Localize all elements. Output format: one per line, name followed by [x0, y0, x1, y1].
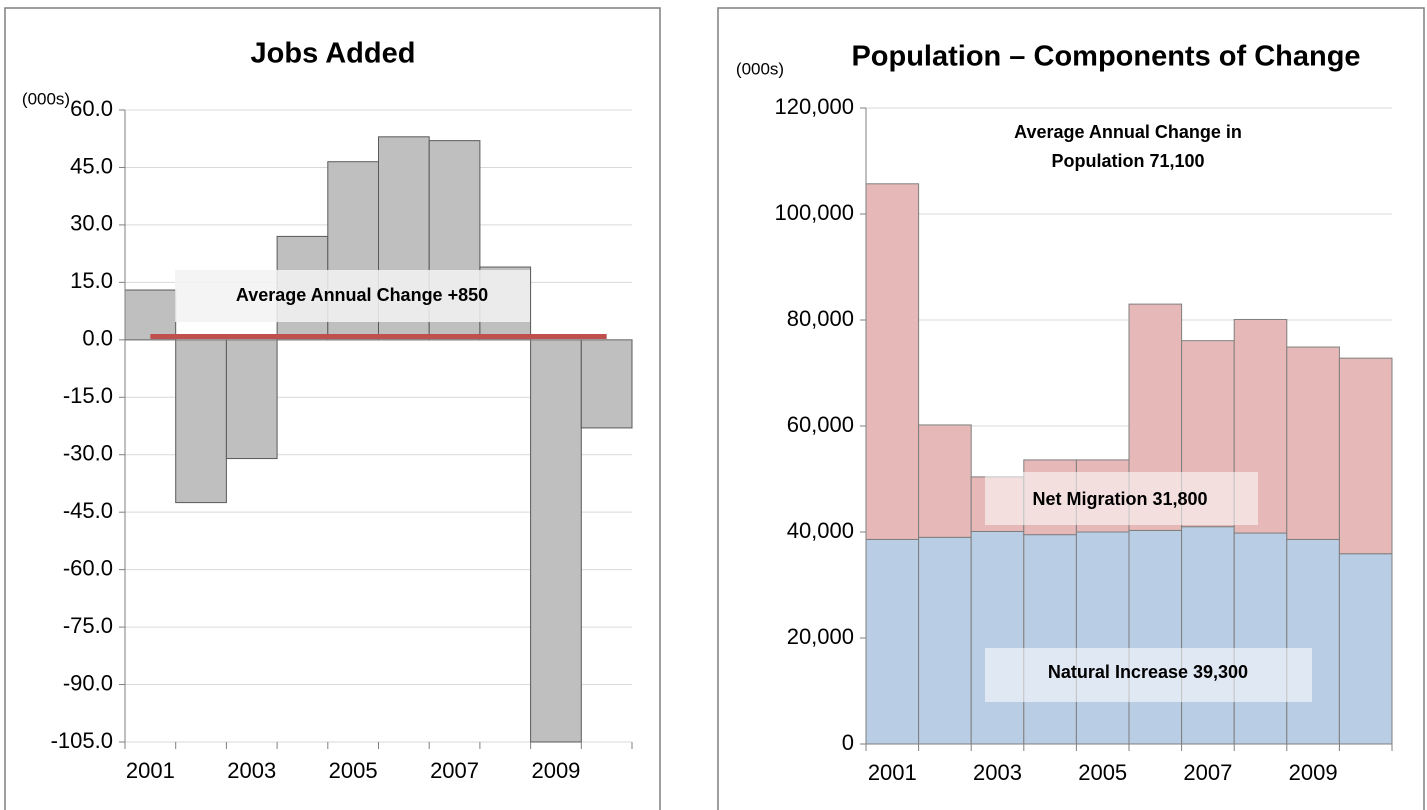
y-tick-label: -75.0: [63, 613, 113, 638]
x-tick-label: 2007: [430, 758, 479, 783]
y-tick-label: 100,000: [774, 200, 854, 225]
x-tick-label: 2009: [1289, 760, 1338, 785]
bar-segment: [1233, 532, 1288, 745]
y-tick-label: 15.0: [70, 268, 113, 293]
bar-segment: [865, 183, 920, 540]
bar: [124, 289, 177, 341]
y-tick-label: 40,000: [787, 518, 854, 543]
chart-title: Population – Components of Change: [851, 41, 1360, 73]
annotation-box: [175, 270, 530, 322]
y-tick-label: 45.0: [70, 153, 113, 178]
y-tick-label: 120,000: [774, 94, 854, 119]
x-tick-label: 2009: [531, 758, 580, 783]
x-tick-label: 2003: [227, 758, 276, 783]
x-tick-label: 2005: [1078, 760, 1127, 785]
bar: [225, 339, 278, 460]
annotation: Population 71,100: [1051, 151, 1204, 171]
y-tick-label: -90.0: [63, 670, 113, 695]
chart-title: Jobs Added: [251, 38, 416, 70]
y-tick-label: -45.0: [63, 498, 113, 523]
bar-segment: [1128, 529, 1183, 745]
bar-segment: [918, 424, 972, 538]
bar-segment: [970, 530, 1025, 745]
bar-segment: [918, 536, 972, 745]
bar-segment: [1286, 346, 1340, 540]
y-tick-label: 30.0: [70, 211, 113, 236]
y-tick-label: 20,000: [787, 624, 854, 649]
annotation-box: [985, 648, 1312, 702]
bar-segment: [1338, 553, 1393, 745]
y-tick-label: 60,000: [787, 412, 854, 437]
bar-segment: [865, 538, 920, 745]
x-tick-label: 2001: [126, 758, 175, 783]
annotation: Net Migration 31,800: [1032, 489, 1207, 509]
y-tick-label: 80,000: [787, 306, 854, 331]
unit-label: (000s): [22, 89, 70, 108]
left-panel: [4, 7, 661, 810]
right-panel: [717, 7, 1425, 810]
annotation-box: [985, 472, 1258, 525]
bar: [530, 339, 582, 743]
y-tick-label: -60.0: [63, 555, 113, 580]
annotation: Average Annual Change in: [1014, 122, 1242, 142]
bar-segment: [1075, 531, 1130, 745]
bar: [580, 339, 633, 429]
y-tick-label: -15.0: [63, 383, 113, 408]
bar: [175, 339, 227, 504]
bar-segment: [1023, 534, 1077, 745]
y-tick-label: 0: [842, 730, 854, 755]
x-tick-label: 2007: [1183, 760, 1232, 785]
y-tick-label: -30.0: [63, 441, 113, 466]
x-tick-label: 2001: [868, 760, 917, 785]
bar-segment: [1181, 526, 1235, 745]
bar-segment: [1338, 357, 1393, 555]
y-tick-label: 0.0: [82, 326, 113, 351]
y-tick-label: 60.0: [70, 96, 113, 121]
bar-segment: [1286, 538, 1340, 745]
unit-label: (000s): [736, 59, 784, 78]
annotation: Natural Increase 39,300: [1048, 662, 1248, 682]
x-tick-label: 2005: [329, 758, 378, 783]
annotation: Average Annual Change +850: [236, 285, 488, 305]
x-tick-label: 2003: [973, 760, 1022, 785]
y-tick-label: -105.0: [51, 728, 113, 753]
